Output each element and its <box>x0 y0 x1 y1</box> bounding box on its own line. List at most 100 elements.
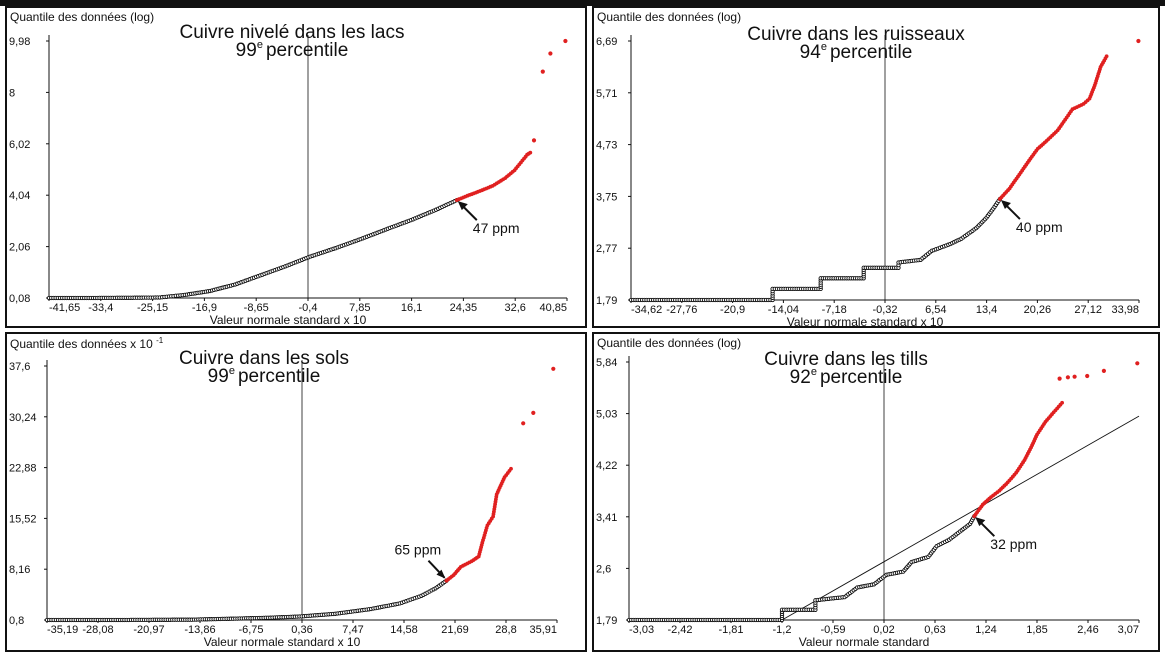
threshold-label: 40 ppm <box>1016 219 1063 235</box>
y-tick-label: 3,75 <box>596 191 617 203</box>
y-tick-label: 2,06 <box>9 242 30 254</box>
x-tick-label: -7,18 <box>822 304 847 316</box>
percentile-word: percentile <box>266 40 348 61</box>
x-tick-label: 14,58 <box>390 624 418 636</box>
reference-line <box>781 415 1140 621</box>
x-tick-label: 0,02 <box>873 624 894 636</box>
data-point-red <box>551 366 556 371</box>
chart-sols: 0,8 8,16 15,52 22,88 30,24 37,6 -35,19 -28,08 -2… <box>9 348 558 649</box>
y-tick-label: 6,02 <box>9 139 30 151</box>
series-below-threshold <box>46 197 459 301</box>
chart-title: Cuivre dans les ruisseaux <box>747 24 965 45</box>
x-axis-title: Valeur normale standard <box>799 635 930 649</box>
y-tick-label: 9,98 <box>9 36 30 48</box>
data-point-red <box>521 421 526 426</box>
y-tick-label: 4,04 <box>9 190 30 202</box>
percentile-suffix: e <box>257 39 263 51</box>
annotation-arrowhead <box>436 569 446 579</box>
annotation-arrowhead <box>457 201 468 211</box>
x-tick-label: -20,9 <box>720 304 745 316</box>
percentile-word: percentile <box>238 366 320 387</box>
x-tick-label: -3,03 <box>629 624 654 636</box>
y-tick-label: 5,71 <box>596 88 617 100</box>
percentile-value: 94 <box>800 42 822 63</box>
y-tick-label: 5,03 <box>596 409 617 421</box>
chart-subtitle: 99e percentile <box>208 365 321 387</box>
data-point-red <box>1060 400 1064 405</box>
x-tick-label: -0,32 <box>872 304 897 316</box>
x-tick-label: -14,04 <box>768 304 799 316</box>
x-tick-label: 2,46 <box>1077 624 1098 636</box>
series-above-threshold <box>998 38 1141 201</box>
x-tick-label: -34,62 <box>631 304 662 316</box>
data-point-red <box>1085 373 1090 379</box>
y-tick-label: 8 <box>9 87 15 99</box>
x-axis-title: Valeur normale standard x 10 <box>210 313 367 326</box>
x-tick-label: -6,75 <box>238 624 263 636</box>
data-point-red <box>1135 361 1140 366</box>
data-point-red <box>531 410 536 415</box>
x-tick-label: 7,47 <box>342 624 363 636</box>
x-tick-label: 1,24 <box>975 624 996 636</box>
top-border <box>0 0 1165 6</box>
x-tick-label: -2,42 <box>667 624 692 636</box>
threshold-label: 47 ppm <box>473 220 520 236</box>
y-tick-label: 2,6 <box>596 563 611 575</box>
x-tick-label: -1,81 <box>718 624 743 636</box>
x-tick-label: 28,8 <box>495 624 516 636</box>
data-point-red <box>1101 368 1106 373</box>
x-tick-label: 33,98 <box>1111 304 1139 316</box>
data-point-red <box>1057 376 1062 381</box>
x-tick-label: -0,59 <box>820 624 845 636</box>
x-tick-label: 40,85 <box>539 302 567 314</box>
x-tick-label: -0,4 <box>299 302 318 314</box>
x-tick-label: 21,69 <box>441 624 469 636</box>
x-tick-label: -41,65 <box>49 302 80 314</box>
x-tick-label: 7,85 <box>349 302 370 314</box>
panel-lacs: Quantile des données (log) 0,08 2,06 4,04 6… <box>5 6 587 328</box>
y-tick-label: 22,88 <box>9 463 37 475</box>
data-point-red <box>1104 54 1109 59</box>
y-tick-label: 1,79 <box>596 295 617 307</box>
series-above-threshold <box>444 366 556 583</box>
x-tick-label: -20,97 <box>133 624 164 636</box>
x-tick-label: 13,4 <box>976 304 997 316</box>
y-tick-label: 0,8 <box>9 615 24 627</box>
chart-subtitle: 99e percentile <box>236 39 349 61</box>
percentile-value: 99 <box>208 366 229 387</box>
y-tick-label: 8,16 <box>9 564 30 576</box>
y-tick-label: 15,52 <box>9 513 37 525</box>
percentile-suffix: e <box>229 365 235 377</box>
x-tick-label: -35,19 <box>47 624 78 636</box>
data-point-red <box>540 69 545 74</box>
threshold-label: 32 ppm <box>990 536 1037 552</box>
y-tick-label: 4,73 <box>596 140 617 152</box>
series-below-threshold <box>626 514 977 623</box>
percentile-value: 92 <box>790 367 811 388</box>
x-tick-label: 32,6 <box>504 302 525 314</box>
annotation-arrowhead <box>1000 200 1011 210</box>
chart-title: Cuivre nivelé dans les lacs <box>180 22 405 43</box>
chart-tills: 1,79 2,6 3,41 4,22 5,03 5,84 -3,03 -2,42 -1,81 -1… <box>596 349 1140 649</box>
x-tick-label: -27,76 <box>666 304 697 316</box>
data-point-red <box>563 38 568 44</box>
chart-title: Cuivre dans les tills <box>764 349 928 370</box>
y-axis-title: Quantile des données x 10 -1 <box>10 336 164 351</box>
x-tick-label: 24,35 <box>450 302 478 314</box>
y-tick-label: 3,41 <box>596 512 617 524</box>
percentile-suffix: e <box>821 41 827 53</box>
x-tick-label: 0,36 <box>291 624 312 636</box>
chart-title: Cuivre dans les sols <box>179 348 349 369</box>
x-tick-label: -8,65 <box>244 302 269 314</box>
series-above-threshold <box>454 38 568 203</box>
series-above-threshold <box>972 361 1140 519</box>
y-axis-title: Quantile des données (log) <box>10 10 155 24</box>
x-axis-title: Valeur normale standard x 10 <box>787 315 944 326</box>
x-tick-label: -13,86 <box>184 624 215 636</box>
x-tick-label: -16,9 <box>192 302 217 314</box>
y-axis-title: Quantile des données (log) <box>597 10 742 24</box>
y-axis-title: Quantile des données (log) <box>597 336 742 350</box>
percentile-word: percentile <box>820 367 902 388</box>
data-point-red <box>528 150 533 155</box>
y-tick-label: 6,69 <box>596 36 617 48</box>
